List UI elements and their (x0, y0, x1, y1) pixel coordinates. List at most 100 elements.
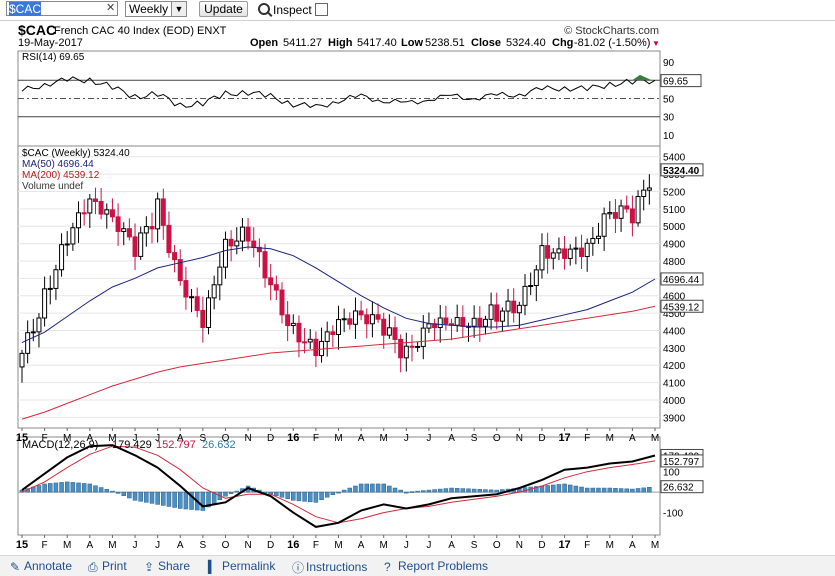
x-axis-label: S (471, 540, 478, 551)
legend-volume: Volume undef (22, 181, 83, 192)
macd-hist-bar (319, 491, 324, 501)
macd-legend: MACD(12,26,9) 179.429 152.797 26.632 (22, 439, 236, 451)
candle-body (556, 248, 562, 254)
candle-body (629, 208, 635, 224)
candle-body (607, 212, 613, 215)
rsi-tick-label: 30 (663, 113, 675, 124)
macd-line (21, 444, 656, 528)
macd-hist-bar (630, 488, 635, 493)
x-axis-label: N (516, 433, 523, 444)
pencil-icon: ✎ (10, 560, 21, 574)
annotate-link[interactable]: ✎ Annotate (10, 559, 73, 574)
ma50-line (21, 246, 656, 344)
period-select[interactable]: Weekly ▼ (125, 1, 187, 17)
x-axis-label: 17 (558, 539, 570, 551)
macd-hist-bar (392, 487, 398, 493)
candle-body (59, 244, 65, 271)
candle-body (155, 198, 161, 230)
macd-hist-bar (206, 491, 211, 508)
macd-hist-bar (601, 487, 607, 493)
x-axis-label: M (108, 540, 116, 551)
report-problems-link[interactable]: ? Report Problems (384, 559, 489, 574)
x-axis-label: A (177, 433, 184, 444)
candle-body (375, 314, 381, 320)
macd-hist-bar (291, 491, 296, 501)
macd-hist-bar (307, 491, 313, 503)
macd-hist-bar (545, 485, 550, 493)
low-label: Low (401, 37, 423, 49)
macd-hist-bar (42, 483, 47, 493)
macd-hist-bar (104, 489, 110, 493)
candle-body (364, 314, 370, 325)
candle-body (522, 285, 528, 306)
candle-body (109, 209, 115, 218)
update-button[interactable]: Update (199, 1, 248, 17)
rsi-label: RSI(14) 69.65 (22, 52, 85, 63)
candle-body (200, 309, 206, 328)
price-tick-label: 4600 (663, 292, 686, 303)
hist-value: 26.632 (202, 439, 236, 451)
price-tick-label: 4500 (663, 309, 686, 320)
x-axis-label: F (584, 540, 590, 551)
candle-body (420, 327, 426, 347)
macd-hist-bar (494, 489, 499, 493)
instructions-link[interactable]: ⓘ Instructions (292, 560, 368, 575)
macd-hist-bar (449, 487, 454, 493)
candle-body (149, 226, 155, 230)
x-axis-label: M (108, 433, 116, 444)
candle-body (516, 304, 522, 314)
candle-body (30, 331, 36, 334)
x-axis-label: A (358, 540, 365, 551)
price-tick-label: 4000 (663, 396, 686, 407)
candle-body (239, 226, 245, 242)
candle-body (601, 213, 607, 237)
candle-body (222, 238, 228, 268)
symbol-input[interactable]: $CAC (6, 1, 118, 16)
clear-icon[interactable]: ✕ (106, 2, 116, 14)
candle-body (290, 322, 296, 327)
candle-body (477, 317, 483, 327)
macd-value-box (660, 480, 704, 494)
candle-body (398, 338, 404, 359)
permalink-link[interactable]: ▍ Permalink (208, 559, 276, 574)
candle-body (81, 212, 87, 215)
candle-body (624, 205, 630, 210)
candle-body (567, 248, 573, 259)
x-axis-label: D (267, 540, 274, 551)
share-link[interactable]: ⇪ Share (144, 559, 191, 574)
macd-hist-bar (138, 491, 143, 502)
macd-hist-bar (641, 487, 646, 493)
x-axis-label: 16 (287, 539, 299, 551)
ma200-box (660, 299, 704, 313)
candle-body (36, 317, 42, 333)
macd-hist-bar (234, 490, 240, 493)
macd-hist-bar (635, 488, 641, 493)
macd-hist-bar (460, 488, 466, 493)
macd-hist-bar (618, 488, 624, 493)
macd-hist-bar (93, 485, 98, 493)
candle-body (341, 318, 347, 321)
candle-body (641, 189, 647, 198)
candle-body (64, 243, 70, 246)
macd-hist-bar (285, 491, 290, 500)
candle-body (573, 247, 579, 250)
macd-hist-bar (567, 484, 573, 493)
macd-value-text: 26.632 (663, 483, 694, 494)
candle-body (590, 237, 596, 244)
inspect-toggle[interactable]: Inspect (258, 2, 328, 17)
inspect-checkbox[interactable] (314, 3, 328, 16)
x-axis-label: J (155, 433, 160, 444)
candle-body (618, 205, 624, 219)
candle-body (177, 259, 183, 282)
rsi-panel (17, 50, 661, 147)
rsi-overbought-fill (632, 74, 652, 81)
candle-body (53, 269, 59, 289)
candle-body (595, 235, 601, 239)
candle-body (183, 280, 189, 298)
candle-body (251, 240, 257, 248)
candle-body (70, 227, 76, 245)
macd-hist-bar (36, 485, 42, 493)
print-link[interactable]: ⎙ Print (88, 559, 127, 574)
x-axis-label: A (448, 433, 455, 444)
x-axis-label: A (629, 540, 636, 551)
